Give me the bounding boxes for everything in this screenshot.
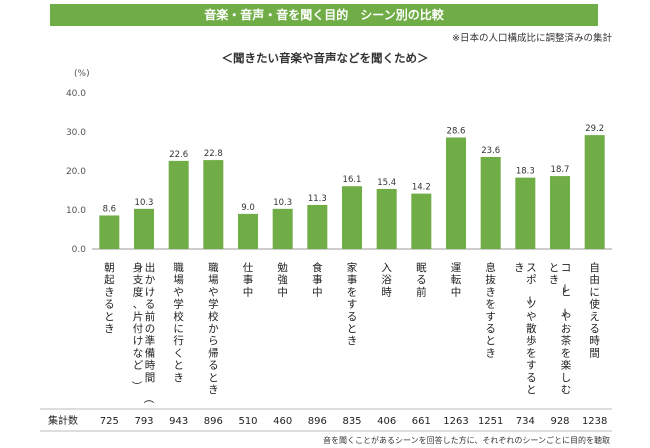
bar — [272, 208, 293, 249]
count-value: 896 — [204, 416, 223, 427]
bar — [203, 160, 224, 249]
bar — [307, 204, 328, 249]
category-label: 職場や学校から帰るとき — [208, 262, 219, 396]
bar — [480, 156, 501, 249]
category-label: 仕事中 — [243, 261, 254, 298]
data-label: 16.1 — [343, 175, 362, 185]
y-tick-label: 10.0 — [66, 206, 86, 216]
count-value: 793 — [134, 416, 153, 427]
category-label: 運転中 — [451, 262, 462, 298]
bar — [168, 160, 189, 249]
footnote: 音を聞くことがあるシーンを回答した方に、それぞれのシーンごとに目的を聴取 — [323, 436, 610, 445]
data-label: 14.2 — [412, 183, 431, 193]
category-label: 勉強中 — [277, 261, 288, 298]
data-label: 22.8 — [204, 149, 223, 159]
category-label: 眠る前 — [416, 262, 427, 298]
chart-banner-title: 音楽・音声・音を聞く目的 シーン別の比較 — [50, 4, 598, 26]
adjustment-note: ※日本の人口構成比に調整済みの集計 — [452, 33, 612, 44]
data-label: 15.4 — [377, 178, 396, 188]
y-axis-unit: (%) — [74, 69, 90, 79]
chart-subtitle: ＜聞きたい音楽や音声などを聞くため＞ — [221, 51, 429, 65]
y-tick-label: 20.0 — [66, 167, 86, 177]
y-tick-label: 30.0 — [66, 128, 86, 138]
data-label: 11.3 — [308, 194, 327, 204]
bar — [99, 215, 120, 249]
data-label: 18.7 — [551, 165, 570, 175]
data-label: 10.3 — [135, 198, 154, 208]
count-value: 1251 — [478, 416, 503, 427]
count-value: 896 — [308, 416, 327, 427]
category-label: 職場や学校に行くとき — [173, 262, 184, 384]
y-tick-label: 0.0 — [72, 245, 87, 255]
count-value: 406 — [377, 416, 396, 427]
bar — [238, 213, 258, 249]
count-value: 835 — [342, 416, 361, 427]
category-label: 息抜きをするとき — [485, 261, 496, 359]
data-label: 28.6 — [447, 126, 466, 136]
count-value: 928 — [550, 416, 569, 427]
bar — [411, 193, 432, 249]
y-tick-label: 40.0 — [66, 89, 86, 99]
count-value: 661 — [412, 416, 431, 427]
category-label: コーヒーやお茶を楽しむとき — [549, 262, 572, 396]
data-label: 10.3 — [273, 198, 292, 208]
category-label: スポーツや散歩をするとき — [514, 262, 537, 396]
count-value: 1238 — [582, 416, 607, 427]
bar — [134, 208, 154, 249]
data-label: 29.2 — [585, 124, 604, 134]
bar — [446, 137, 466, 249]
count-value: 510 — [238, 416, 257, 427]
bar — [584, 135, 605, 249]
count-value: 1263 — [443, 416, 468, 427]
bar — [376, 188, 397, 249]
bar — [550, 176, 570, 249]
count-value: 460 — [273, 416, 292, 427]
bar — [515, 177, 536, 249]
count-value: 734 — [516, 416, 535, 427]
bar — [342, 186, 362, 249]
data-label: 23.6 — [481, 146, 500, 156]
count-value: 725 — [100, 416, 119, 427]
data-label: 8.6 — [103, 204, 117, 214]
data-label: 18.3 — [516, 167, 535, 177]
category-label: 家事をするとき — [347, 261, 358, 347]
category-label: 自由に使える時間 — [589, 261, 600, 359]
count-value: 943 — [169, 416, 188, 427]
category-label: 朝起きるとき — [104, 262, 115, 335]
data-label: 9.0 — [241, 203, 255, 213]
data-label: 22.6 — [169, 150, 188, 160]
category-label: 出かける前の準備時間（身支度、片付けなど） — [130, 261, 156, 404]
count-row-label: 集計数 — [48, 414, 78, 427]
category-label: 食事中 — [312, 261, 323, 298]
category-label: 入浴時 — [381, 262, 392, 298]
